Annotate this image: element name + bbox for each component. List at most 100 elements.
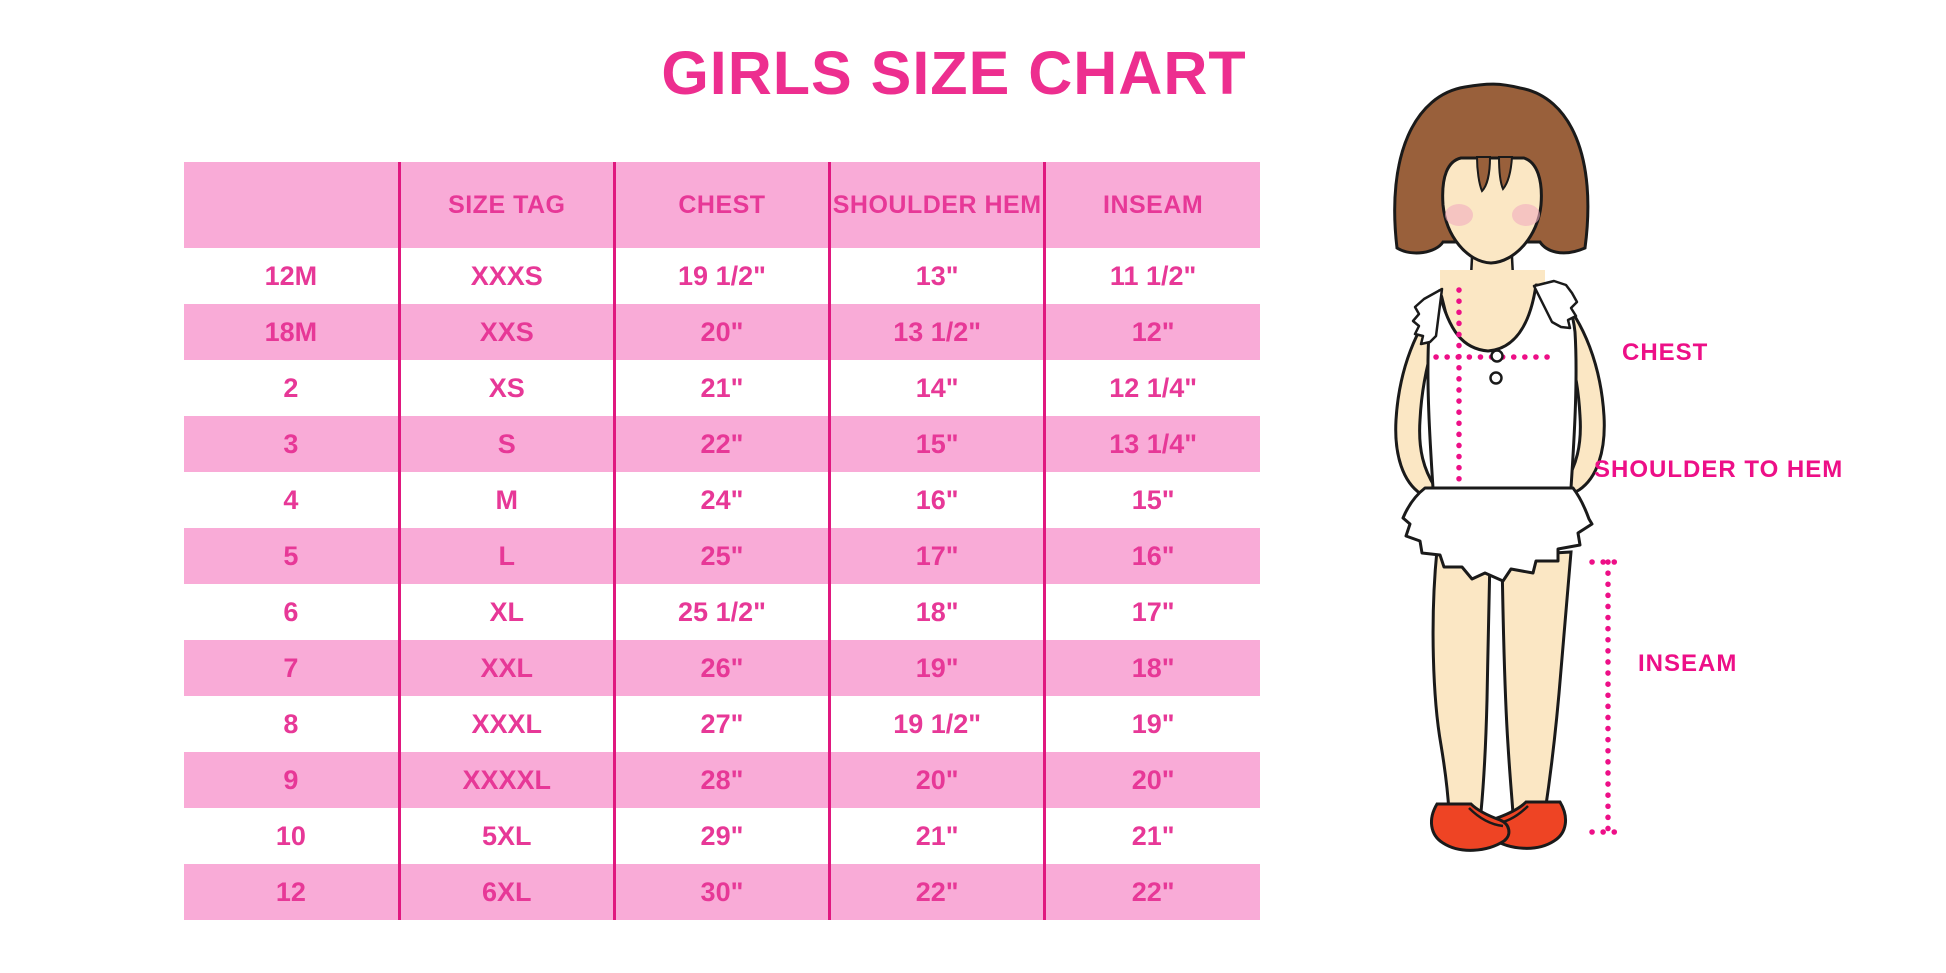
girl-left-blush [1445, 204, 1473, 226]
column-header: CHEST [612, 162, 830, 248]
girl-left-leg [1431, 548, 1492, 814]
girl-right-ruffle [1532, 279, 1579, 330]
table-cell: 12 [275, 876, 306, 907]
girl-neck [1468, 236, 1516, 298]
table-cell: 16" [828, 472, 1045, 528]
table-cell: XXXS [397, 248, 615, 304]
girl-right-leg [1500, 550, 1573, 816]
table-cell: 22" [1043, 864, 1260, 920]
column-header [184, 162, 399, 248]
table-cell: XXS [397, 304, 615, 360]
table-cell: S [397, 416, 615, 472]
table-cell: 22" [612, 416, 830, 472]
table-cell: 14" [828, 360, 1045, 416]
table-cell: 18M [264, 316, 318, 347]
table-cell: 13 1/4" [1043, 416, 1260, 472]
inseam-label: INSEAM [1638, 650, 1738, 677]
table-cell: 15" [828, 416, 1045, 472]
girl-face [1441, 156, 1543, 265]
girls-size-table: SIZE TAG CHEST SHOULDER HEM INSEAM 12M XXXS 1… [184, 162, 1260, 920]
table-cell: 16" [1043, 528, 1260, 584]
table-cell: 20" [1043, 752, 1260, 808]
table-cell: 21" [828, 808, 1045, 864]
column-header: SHOULDER HEM [828, 162, 1045, 248]
table-cell: XXL [397, 640, 615, 696]
table-row: 9 XXXXL 28" 20" 20" [184, 752, 1260, 808]
table-cell: 12 1/4" [1043, 360, 1260, 416]
table-cell: 21" [612, 360, 830, 416]
table-cell: 5 [283, 540, 299, 571]
table-cell: 6XL [397, 864, 615, 920]
girl-right-shoe-strap [1493, 805, 1529, 826]
table-cell: 22" [828, 864, 1045, 920]
table-cell: XL [397, 584, 615, 640]
table-cell: 13 1/2" [828, 304, 1045, 360]
table-row: 12M XXXS 19 1/2" 13" 11 1/2" [184, 248, 1260, 304]
girl-left-ruffle [1411, 287, 1444, 346]
table-cell: 28" [612, 752, 830, 808]
size-table-header: SIZE TAG CHEST SHOULDER HEM INSEAM [184, 162, 1260, 248]
girl-bodice [1426, 283, 1578, 490]
header-row: SIZE TAG CHEST SHOULDER HEM INSEAM [184, 162, 1260, 248]
table-row: 4 M 24" 16" 15" [184, 472, 1260, 528]
table-cell: 2 [283, 372, 299, 403]
table-cell: 25" [612, 528, 830, 584]
table-cell: 12" [1043, 304, 1260, 360]
table-cell: 15" [1043, 472, 1260, 528]
girl-right-blush [1512, 204, 1540, 226]
table-cell: 9 [283, 764, 299, 795]
table-cell: 12M [264, 260, 318, 291]
table-cell: 5XL [397, 808, 615, 864]
girl-left-shoe-strap [1468, 807, 1504, 828]
table-cell: XXXL [397, 696, 615, 752]
table-cell: 10 [275, 820, 306, 851]
table-cell: 25 1/2" [612, 584, 830, 640]
table-cell: 24" [612, 472, 830, 528]
table-cell: 27" [612, 696, 830, 752]
table-cell: 6 [283, 596, 299, 627]
table-cell: 19 1/2" [828, 696, 1045, 752]
girl-left-shoe [1430, 802, 1511, 852]
girl-bangs [1475, 156, 1514, 193]
chest-label: CHEST [1622, 339, 1709, 366]
table-row: 6 XL 25 1/2" 18" 17" [184, 584, 1260, 640]
table-cell: 21" [1043, 808, 1260, 864]
table-cell: XXXXL [397, 752, 615, 808]
girl-skirt [1401, 486, 1594, 583]
shoulder-to-hem-label: SHOULDER TO HEM [1594, 456, 1844, 483]
table-cell: 3 [283, 428, 299, 459]
table-cell: 18" [828, 584, 1045, 640]
table-row: 10 5XL 29" 21" 21" [184, 808, 1260, 864]
table-row: 8 XXXL 27" 19 1/2" 19" [184, 696, 1260, 752]
girl-right-shoe [1486, 800, 1567, 850]
table-cell: 7 [283, 652, 299, 683]
girl-left-arm [1394, 294, 1448, 498]
column-header: INSEAM [1043, 162, 1260, 248]
table-cell: 18" [1043, 640, 1260, 696]
table-cell: 8 [283, 708, 299, 739]
column-header: SIZE TAG [397, 162, 615, 248]
table-cell: 4 [283, 484, 299, 515]
girl-bottom-button [1489, 371, 1503, 385]
size-table-body: 12M XXXS 19 1/2" 13" 11 1/2" 18M XXS 20" 13 1/2"… [184, 248, 1260, 920]
table-row: 5 L 25" 17" 16" [184, 528, 1260, 584]
page-title: GIRLS SIZE CHART [661, 39, 1247, 107]
table-cell: 13" [828, 248, 1045, 304]
table-cell: 11 1/2" [1043, 248, 1260, 304]
girl-hair [1393, 82, 1590, 255]
table-row: 18M XXS 20" 13 1/2" 12" [184, 304, 1260, 360]
table-cell: 19" [828, 640, 1045, 696]
girl-chest-skin [1440, 270, 1545, 352]
table-cell: 19" [1043, 696, 1260, 752]
girl-top-button [1490, 349, 1504, 363]
table-cell: 17" [828, 528, 1045, 584]
table-cell: XS [397, 360, 615, 416]
table-row: 7 XXL 26" 19" 18" [184, 640, 1260, 696]
table-cell: 20" [828, 752, 1045, 808]
table-row: 2 XS 21" 14" 12 1/4" [184, 360, 1260, 416]
table-cell: L [397, 528, 615, 584]
table-cell: 30" [612, 864, 830, 920]
table-row: 3 S 22" 15" 13 1/4" [184, 416, 1260, 472]
table-cell: M [397, 472, 615, 528]
table-cell: 19 1/2" [612, 248, 830, 304]
